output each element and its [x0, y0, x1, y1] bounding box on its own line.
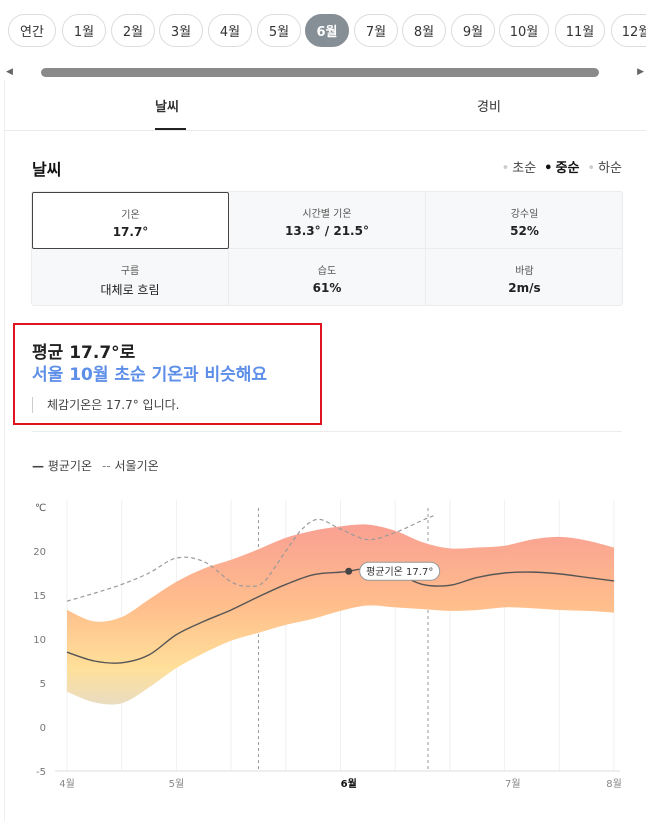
summary-highlight-box	[13, 323, 322, 425]
x-tick-label: 4월	[59, 778, 75, 790]
month-tabs: 연간 1월 2월 3월 4월 5월 6월 7월 8월 9월 10월 11월 12…	[0, 0, 646, 62]
y-tick-label: 10	[33, 635, 46, 646]
stat-value: 대체로 흐림	[100, 283, 160, 297]
section-tabs: 날씨 경비	[4, 80, 646, 131]
stat-label: 구름	[120, 266, 140, 277]
y-tick-label: 0	[40, 723, 46, 734]
weather-title: 날씨	[32, 160, 62, 179]
scroll-right-icon[interactable]: ▶	[637, 67, 644, 77]
month-tab-4[interactable]: 4월	[208, 14, 252, 47]
chart-axes: ℃ -5 0 5 10 15 20 4월 5월 6월 7월 8월	[33, 503, 622, 790]
month-tab-annual[interactable]: 연간	[8, 14, 56, 47]
period-late[interactable]: • 하순	[587, 161, 622, 176]
month-tab-5[interactable]: 5월	[257, 14, 301, 47]
month-tab-7[interactable]: 7월	[354, 14, 398, 47]
stat-label: 바람	[515, 266, 534, 277]
summary-average: 평균 17.7°로	[32, 343, 136, 363]
stat-hourly-temperature[interactable]: 시간별 기온 13.3° / 21.5°	[229, 192, 426, 249]
scroll-track[interactable]	[16, 68, 630, 77]
x-tick-label: 8월	[606, 778, 622, 790]
stat-label: 강수일	[510, 209, 539, 220]
stat-value: 13.3° / 21.5°	[285, 224, 369, 238]
scroll-thumb[interactable]	[41, 68, 599, 77]
stat-clouds[interactable]: 구름 대체로 흐림	[32, 249, 229, 306]
month-tab-11[interactable]: 11월	[555, 14, 605, 47]
x-tick-label: 5월	[169, 778, 185, 790]
stat-label: 습도	[317, 266, 337, 277]
month-tab-8[interactable]: 8월	[402, 14, 446, 47]
annotation-point	[345, 567, 353, 575]
temperature-chart: ℃ -5 0 5 10 15 20 4월 5월 6월 7월 8월 평균기온 17.7°	[33, 500, 622, 790]
chart-annotation: 평균기온 17.7°	[345, 561, 441, 581]
y-tick-label: 15	[33, 591, 46, 602]
stat-value: 2m/s	[508, 281, 541, 295]
stat-label: 시간별 기온	[302, 209, 352, 220]
month-tab-10[interactable]: 10월	[499, 14, 549, 47]
legend-average: — 평균기온	[32, 459, 92, 473]
month-tab-12[interactable]: 12월	[611, 14, 646, 47]
active-tab-indicator	[155, 128, 186, 130]
tab-weather[interactable]: 날씨	[155, 100, 179, 115]
tab-cost[interactable]: 경비	[477, 100, 501, 115]
y-tick-label: 20	[33, 547, 46, 558]
temperature-range-band	[67, 524, 614, 705]
seoul-temperature-line	[66, 515, 434, 602]
x-tick-label: 6월	[341, 778, 357, 790]
stat-temperature[interactable]: 기온 17.7°	[32, 192, 229, 249]
chart-lines	[66, 515, 615, 664]
stat-label: 기온	[121, 210, 140, 221]
chart-legend: — 평균기온 -- 서울기온	[32, 457, 159, 474]
scroll-left-icon[interactable]: ◀	[6, 67, 13, 77]
stat-precipitation-days[interactable]: 강수일 52%	[426, 192, 623, 249]
content-edge	[4, 131, 5, 821]
stat-value: 61%	[312, 281, 342, 295]
summary-comparison: 서울 10월 초순 기온과 비슷해요	[32, 365, 268, 385]
month-tab-3[interactable]: 3월	[159, 14, 203, 47]
stat-value: 17.7°	[112, 225, 149, 239]
average-temperature-line	[66, 567, 615, 664]
month-tab-2[interactable]: 2월	[111, 14, 155, 47]
chart-band	[67, 524, 614, 705]
period-early[interactable]: • 초순	[501, 161, 537, 176]
x-tick-label: 7월	[505, 778, 521, 790]
stat-value: 52%	[510, 224, 539, 238]
section-divider	[32, 431, 622, 432]
stat-humidity[interactable]: 습도 61%	[229, 249, 426, 306]
period-selector: • 초순 • 중순 • 하순	[502, 157, 622, 176]
month-tab-9[interactable]: 9월	[451, 14, 495, 47]
legend-seoul: -- 서울기온	[102, 459, 159, 473]
y-tick-label: -5	[36, 767, 46, 778]
stat-wind[interactable]: 바람 2m/s	[426, 249, 623, 306]
y-tick-label: 5	[40, 679, 46, 690]
month-tab-1[interactable]: 1월	[62, 14, 106, 47]
period-mid[interactable]: • 중순	[544, 161, 580, 176]
feels-like-text: 체감기온은 17.7° 입니다.	[32, 397, 179, 413]
y-axis-unit: ℃	[35, 503, 46, 514]
annotation-bubble	[359, 561, 441, 581]
month-scrollbar[interactable]: ◀ ▶	[0, 64, 646, 80]
weather-stats-grid: 기온 17.7° 시간별 기온 13.3° / 21.5° 강수일 52% 구름…	[31, 191, 623, 306]
annotation-label: 평균기온 17.7°	[366, 566, 433, 578]
month-tab-6[interactable]: 6월	[305, 14, 349, 47]
